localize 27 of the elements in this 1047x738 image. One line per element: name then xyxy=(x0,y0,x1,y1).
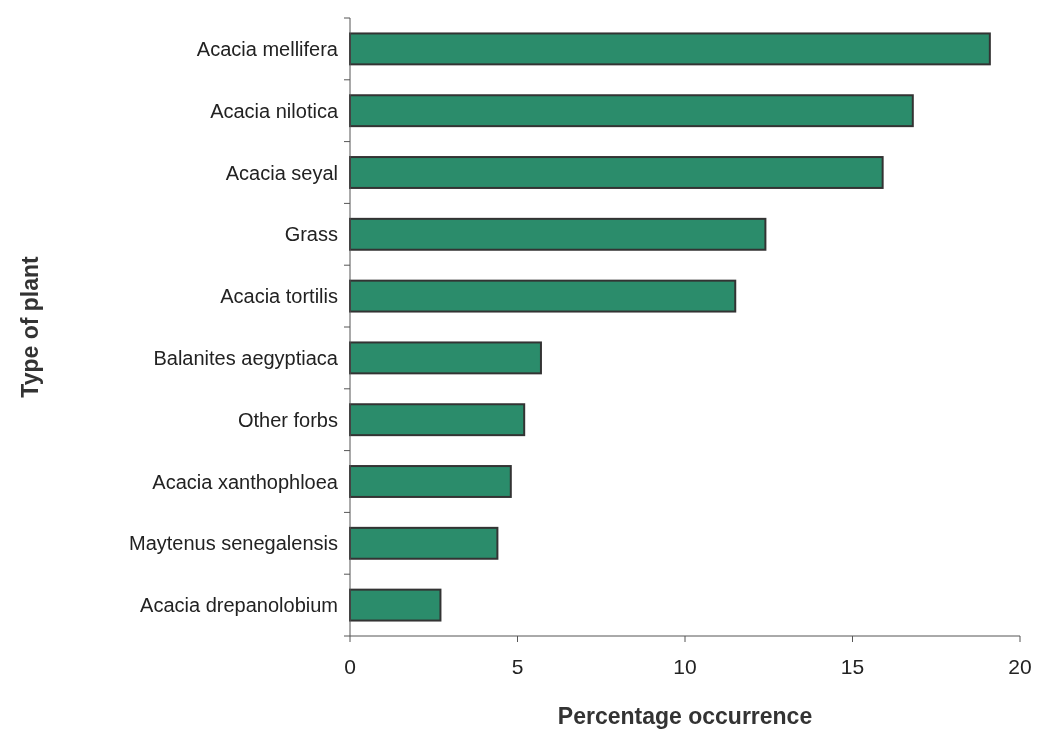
bar xyxy=(349,156,884,189)
y-tick-label: Other forbs xyxy=(237,408,338,431)
x-tick-label: 0 xyxy=(344,655,356,678)
x-axis-title: Percentage occurrence xyxy=(557,703,813,729)
y-tick-label: Acacia seyal xyxy=(225,161,338,184)
bar xyxy=(349,526,499,560)
x-tick-label: 5 xyxy=(511,655,524,678)
y-tick-label: Acacia mellifera xyxy=(196,37,339,60)
y-tick-label: Grass xyxy=(284,223,338,246)
y-tick-label: Balanites aegyptiaca xyxy=(153,346,339,369)
x-tick-label: 20 xyxy=(1008,655,1032,678)
bar xyxy=(349,217,767,251)
y-tick-label: Acacia nilotica xyxy=(210,99,339,122)
y-axis-title: Type of plant xyxy=(17,255,43,398)
x-tick-label: 15 xyxy=(840,655,865,678)
y-tick-label: Acacia xanthophloea xyxy=(152,470,339,493)
bar xyxy=(349,403,526,437)
bar xyxy=(349,588,442,622)
x-tick-label: 10 xyxy=(673,655,697,678)
y-tick-label: Acacia drepanolobium xyxy=(140,594,338,617)
bar xyxy=(349,32,991,66)
y-tick-label: Maytenus senegalensis xyxy=(128,532,338,555)
bar xyxy=(349,465,512,498)
bar xyxy=(349,94,914,128)
bar xyxy=(349,279,737,313)
y-tick-label: Acacia tortilis xyxy=(220,285,338,308)
bar xyxy=(349,341,542,375)
